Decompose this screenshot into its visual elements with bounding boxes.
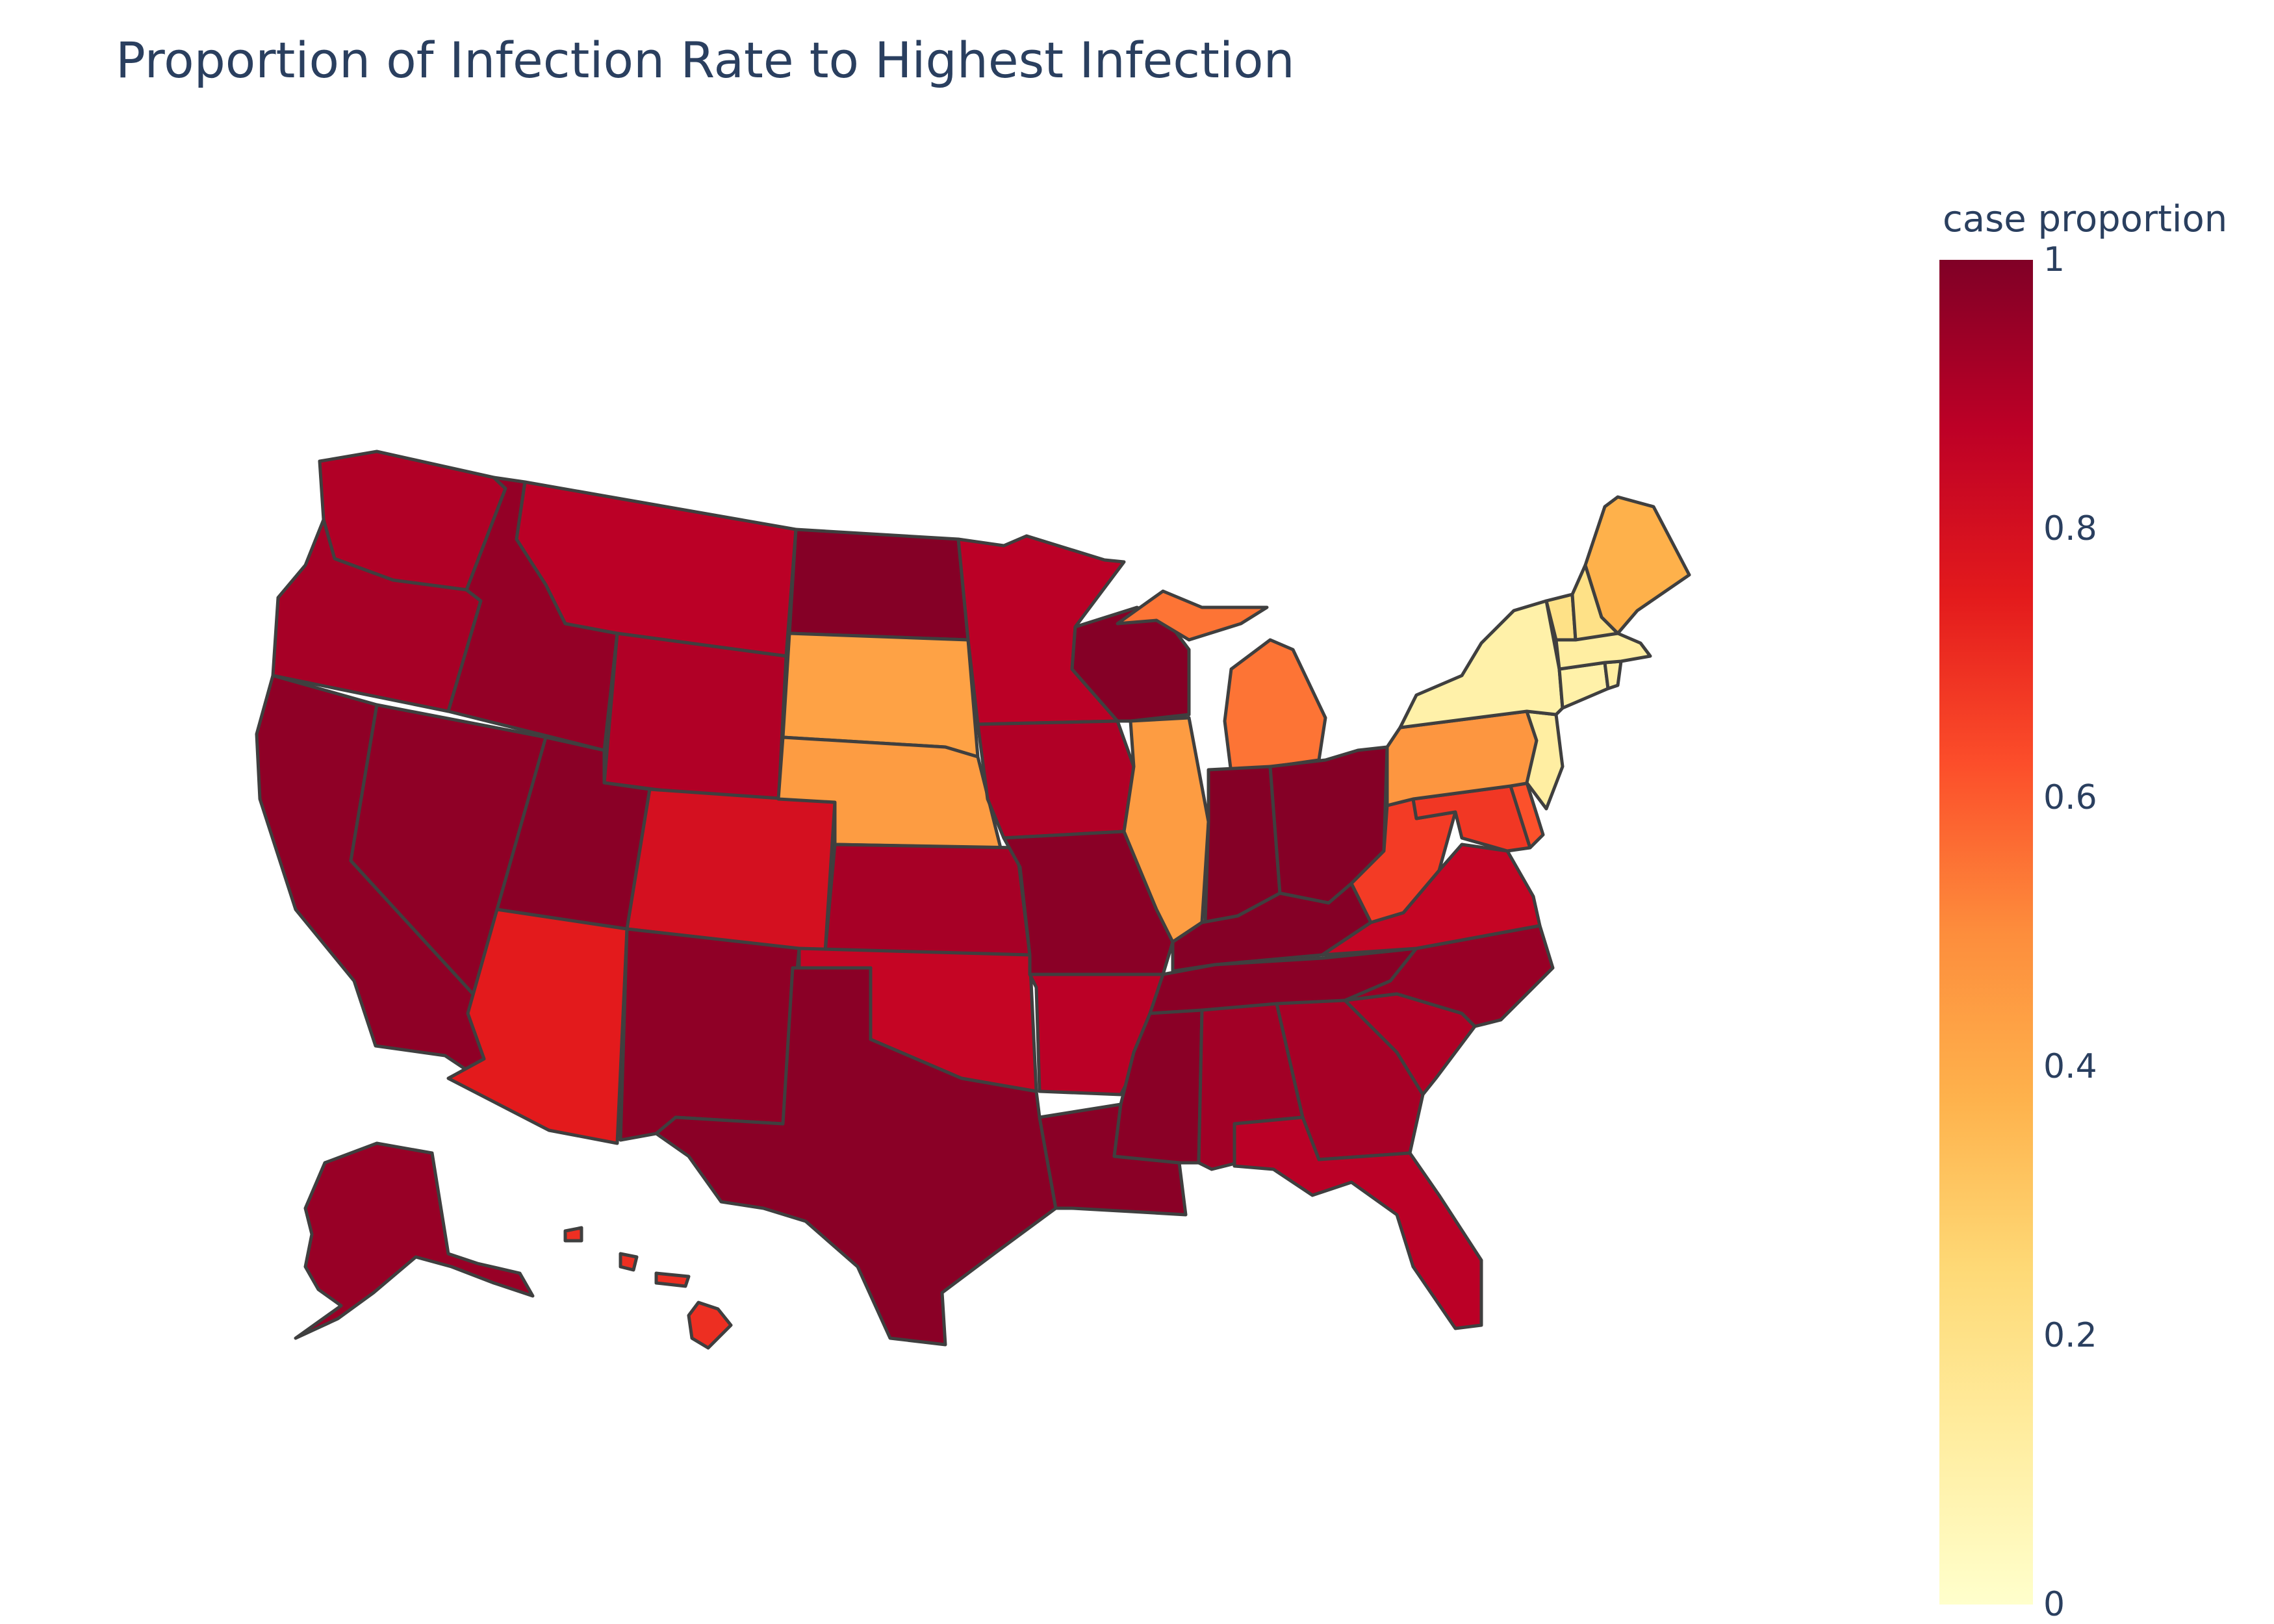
- state-ma[interactable]: [1554, 631, 1652, 671]
- state-co[interactable]: [625, 787, 837, 954]
- colorbar: [1939, 260, 2033, 1605]
- state-nm[interactable]: [619, 927, 801, 1142]
- chart-title: Proportion of Infection Rate to Highest …: [116, 31, 1295, 89]
- state-hi[interactable]: [563, 1226, 733, 1350]
- state-ny[interactable]: [1398, 599, 1565, 730]
- state-nj[interactable]: [1525, 709, 1565, 811]
- state-me[interactable]: [1583, 495, 1691, 635]
- state-ks[interactable]: [823, 843, 1032, 957]
- state-fl[interactable]: [1233, 1115, 1483, 1330]
- state-ia[interactable]: [976, 719, 1136, 840]
- state-nc[interactable]: [1343, 924, 1555, 1028]
- state-mi-upper[interactable]: [1116, 589, 1269, 642]
- state-wy[interactable]: [602, 631, 788, 807]
- states-layer: [255, 450, 1691, 1350]
- state-tx[interactable]: [654, 966, 1058, 1347]
- state-nd[interactable]: [787, 527, 970, 642]
- state-ri[interactable]: [1603, 659, 1623, 691]
- state-mi[interactable]: [1223, 638, 1327, 775]
- colorbar-gradient: [1939, 260, 2033, 1605]
- state-ak[interactable]: [294, 1141, 535, 1340]
